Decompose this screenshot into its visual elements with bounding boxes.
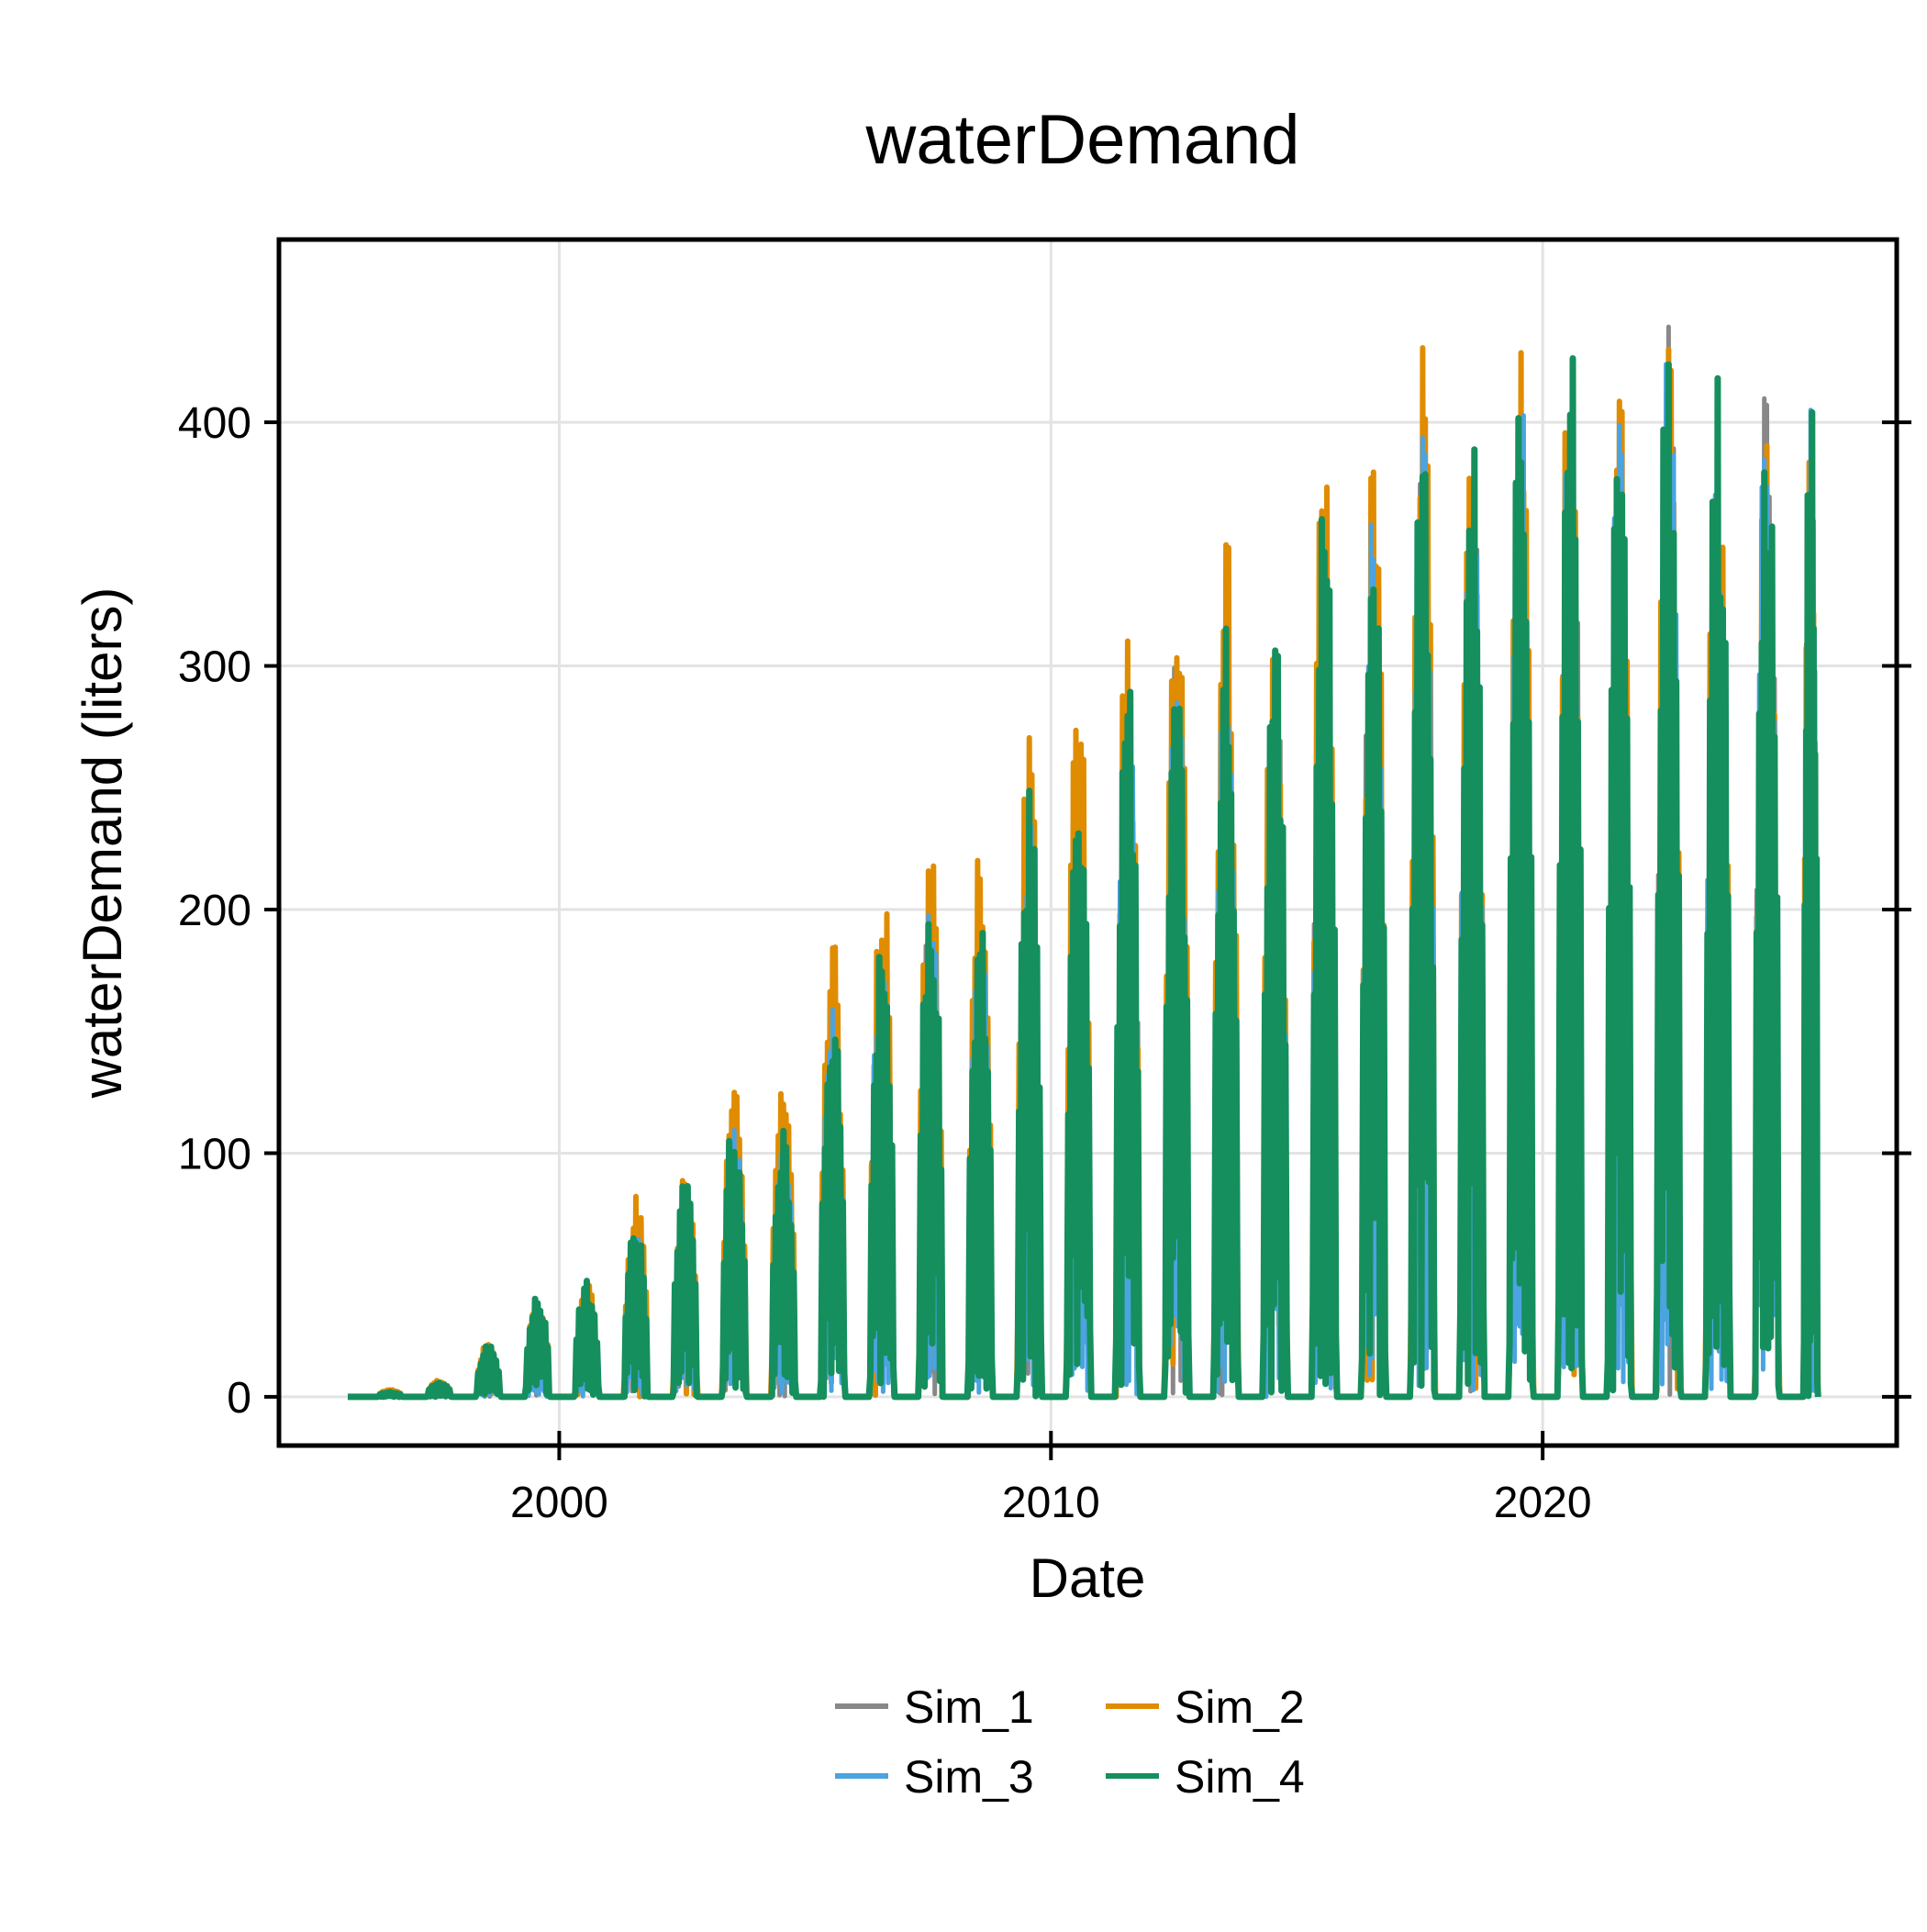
x-tick-label: 2010 <box>1002 1479 1100 1527</box>
grid-layer <box>279 240 1897 1446</box>
legend-label: Sim_1 <box>904 1681 1034 1733</box>
y-tick-label: 100 <box>178 1130 251 1178</box>
y-tick-label: 400 <box>178 399 251 448</box>
y-tick-label: 200 <box>178 887 251 935</box>
tick-layer: 0 100 200 300 400 2000 2010 2020 <box>178 399 1911 1527</box>
y-tick-label: 0 <box>227 1374 251 1423</box>
plot-frame <box>276 237 1899 1448</box>
legend-label: Sim_3 <box>904 1751 1034 1803</box>
x-axis-title: Date <box>1030 1547 1146 1609</box>
y-axis-title: waterDemand (liters) <box>72 587 133 1100</box>
legend: Sim_1 Sim_2 Sim_3 Sim_4 <box>835 1681 1305 1803</box>
x-tick-label: 2000 <box>510 1479 608 1527</box>
series-layer <box>348 324 1821 1401</box>
x-tick-label: 2020 <box>1494 1479 1592 1527</box>
y-tick-label: 300 <box>178 643 251 692</box>
legend-label: Sim_4 <box>1175 1751 1305 1803</box>
legend-label: Sim_2 <box>1175 1681 1305 1733</box>
series-line-sim_4 <box>348 355 1821 1401</box>
chart-title: waterDemand <box>864 101 1299 179</box>
